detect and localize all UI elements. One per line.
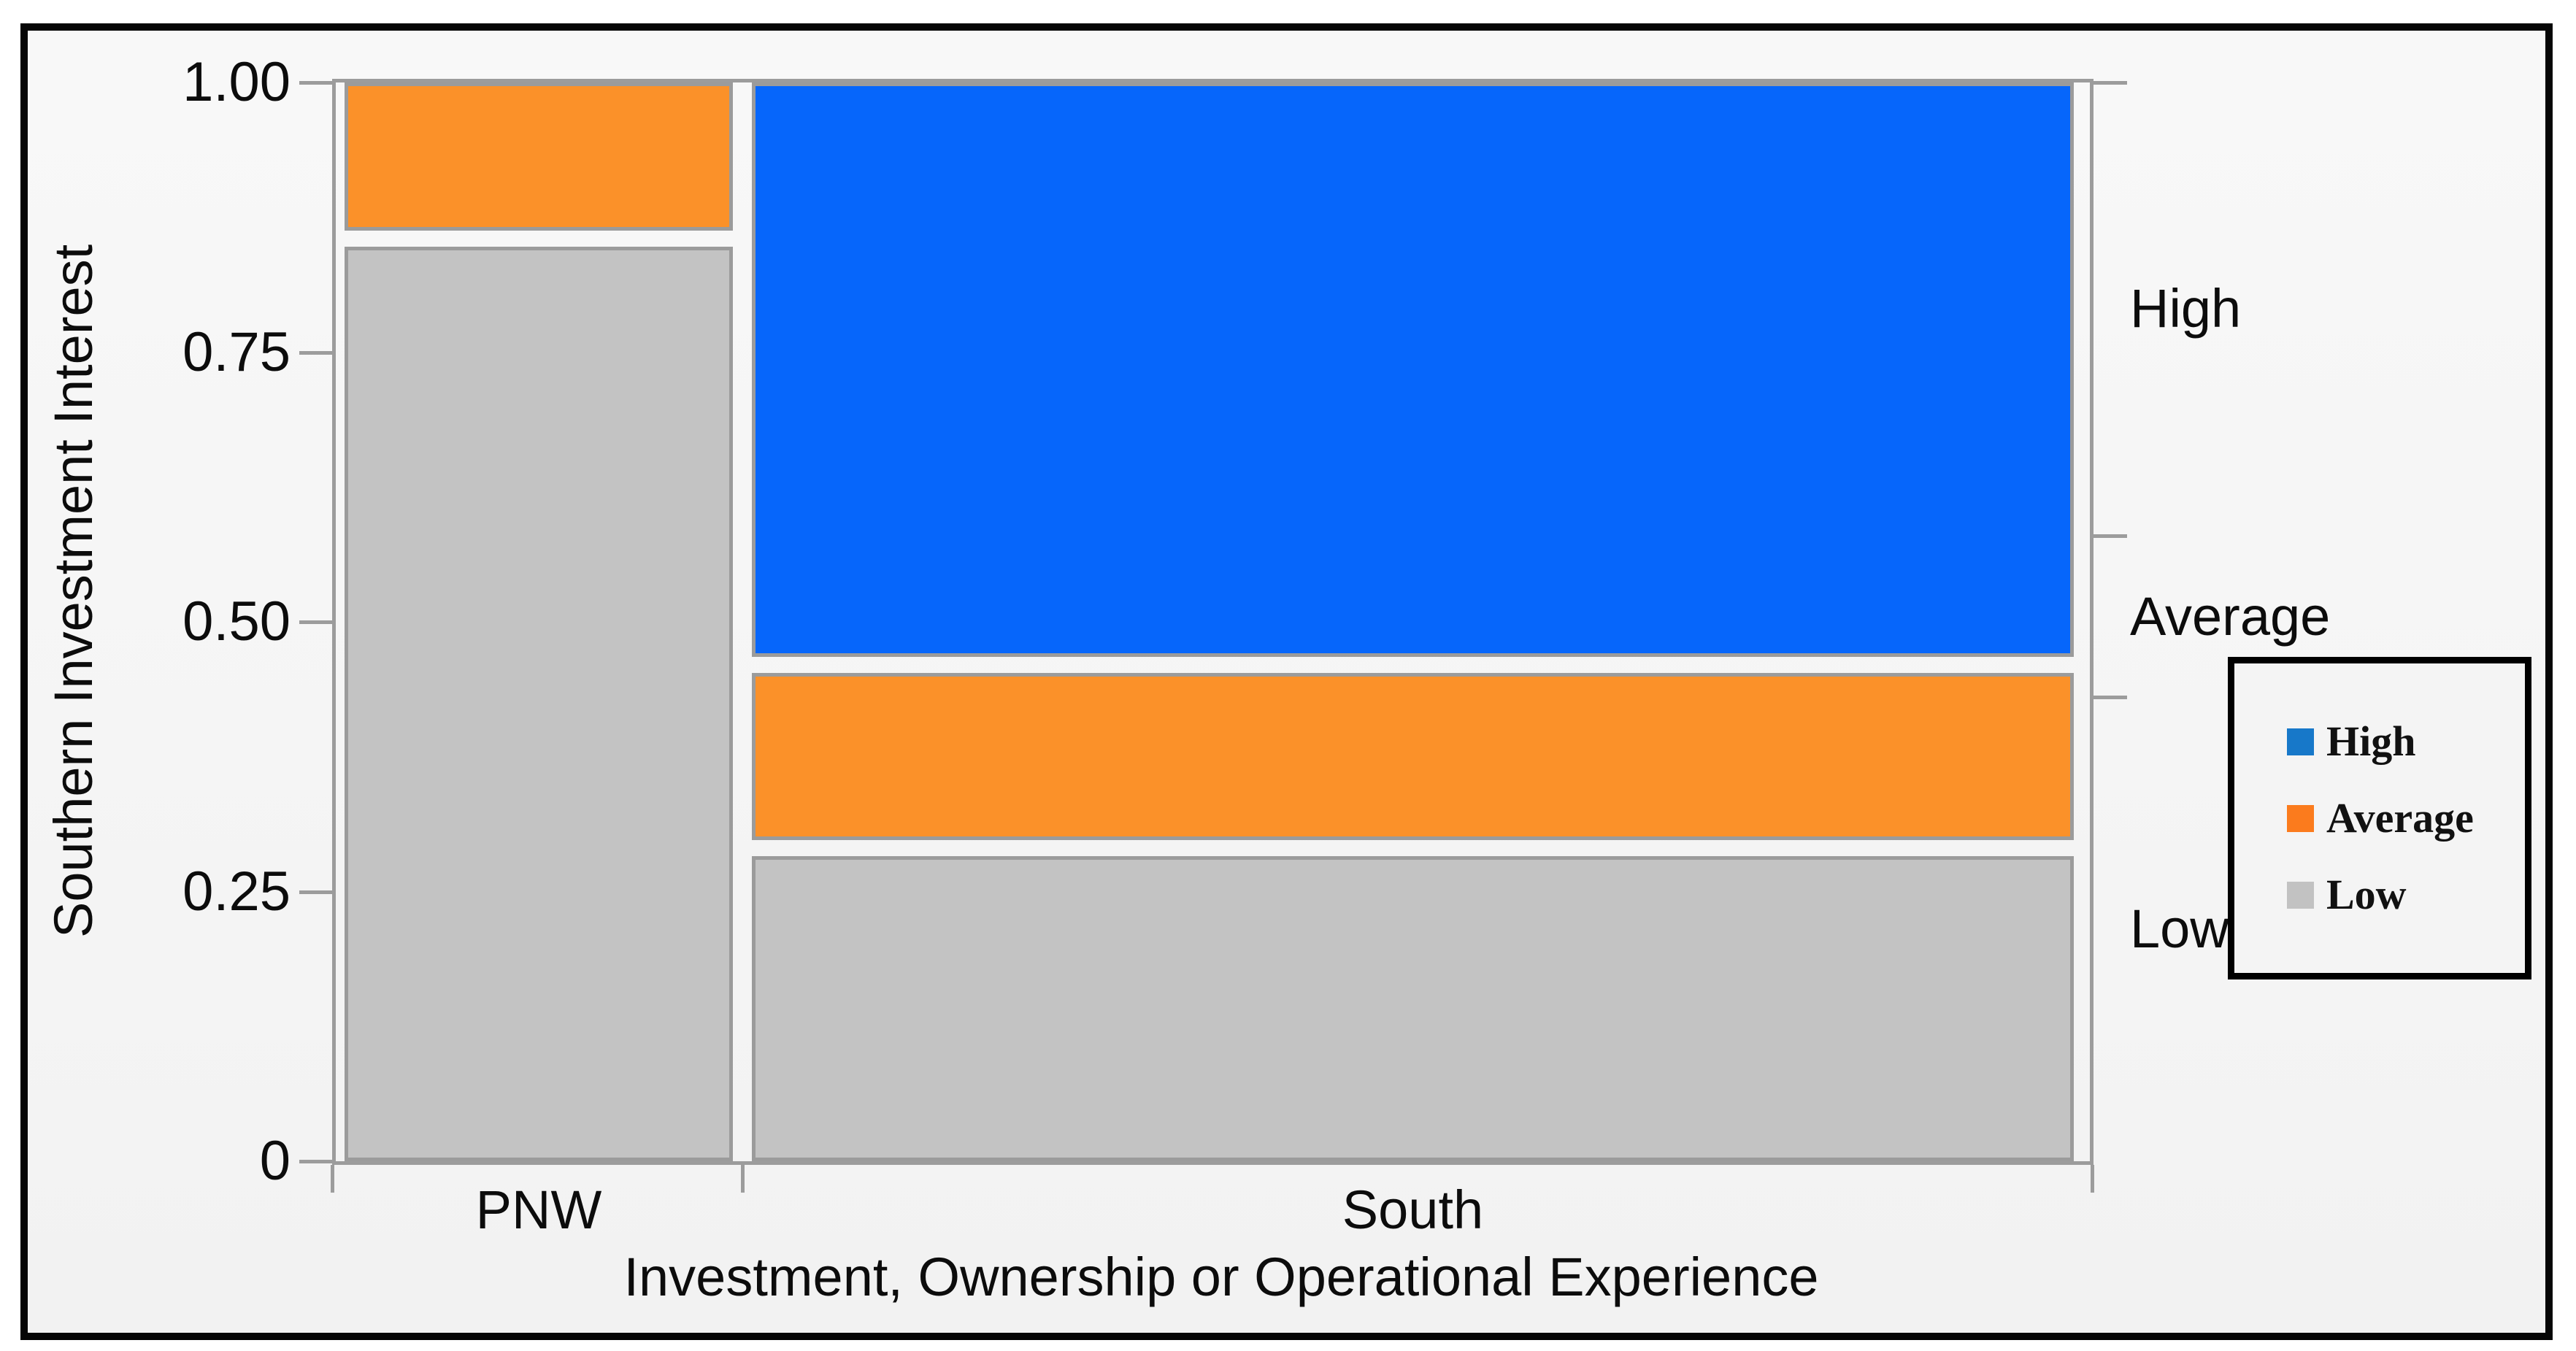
legend-row-low: Low bbox=[2287, 874, 2525, 916]
x-axis-title: Investment, Ownership or Operational Exp… bbox=[623, 1247, 1819, 1307]
plot-frame bbox=[332, 79, 2094, 1165]
legend-label-average: Average bbox=[2326, 794, 2474, 842]
legend-label-low: Low bbox=[2326, 871, 2407, 918]
legend-label-high: High bbox=[2326, 717, 2416, 765]
legend-swatch-high bbox=[2287, 728, 2314, 755]
legend-swatch-average bbox=[2287, 804, 2314, 832]
legend-row-high: High bbox=[2287, 720, 2525, 763]
legend: High Average Low bbox=[2228, 657, 2531, 979]
legend-swatch-low bbox=[2287, 881, 2314, 909]
y-axis-title: Southern Investment Interest bbox=[43, 244, 104, 939]
legend-items: High Average Low bbox=[2287, 720, 2525, 916]
legend-row-average: Average bbox=[2287, 797, 2525, 839]
